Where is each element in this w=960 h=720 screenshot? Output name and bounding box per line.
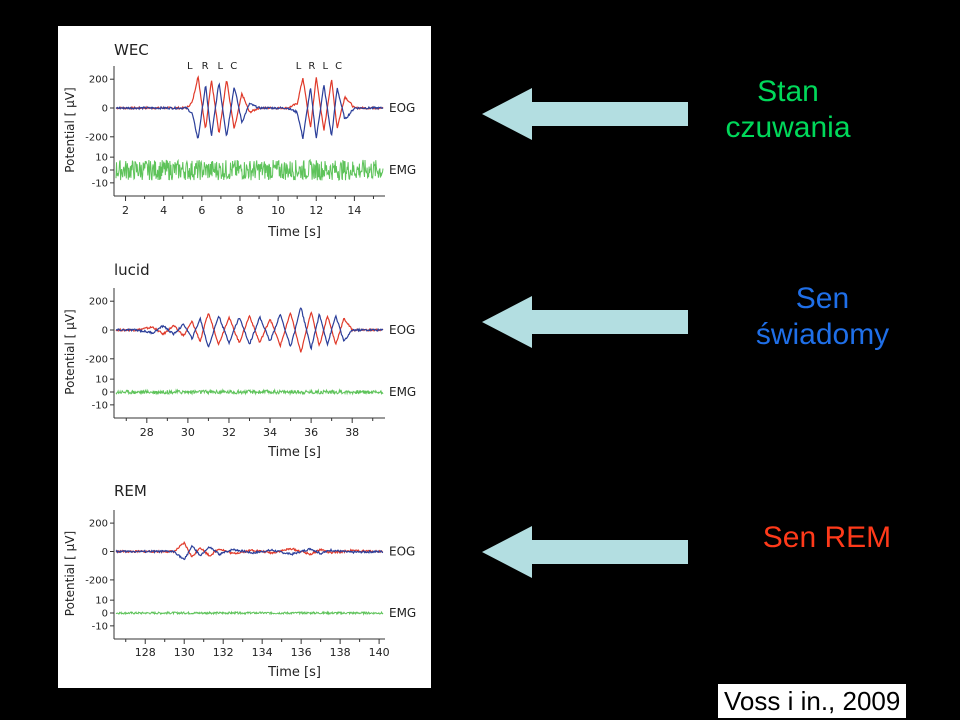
x-tick-label-0-3: 8 <box>236 204 243 217</box>
x-tick-label-2-5: 138 <box>330 646 351 659</box>
y-axis-label-2: Potential [ μV] <box>63 531 77 616</box>
eog-ytick-label-1-2: -200 <box>85 354 108 365</box>
eog-ytick-label-0-2: -200 <box>85 132 108 143</box>
y-axis-label-0: Potential [ μV] <box>63 87 77 172</box>
eye-mark-0-1: R <box>202 61 209 72</box>
eog-trace-1-1 <box>115 307 384 351</box>
eog-trace-0-1 <box>115 82 384 140</box>
x-tick-label-1-1: 30 <box>181 426 195 439</box>
eog-ytick-label-0-1: 0 <box>102 104 108 115</box>
x-tick-label-1-3: 34 <box>263 426 277 439</box>
channel-label-eog-2: EOG <box>389 545 415 559</box>
caption-wake-line1: Stan <box>757 75 819 108</box>
emg-ytick-label-2-1: 0 <box>102 609 108 620</box>
emg-ytick-label-0-1: 0 <box>102 166 108 177</box>
x-axis-label-2: Time [s] <box>267 665 321 680</box>
x-tick-label-1-5: 38 <box>345 426 359 439</box>
emg-ytick-label-0-0: 10 <box>95 153 108 164</box>
channel-label-emg-1: EMG <box>389 385 416 399</box>
emg-ytick-label-1-1: 0 <box>102 388 108 399</box>
channel-label-eog-0: EOG <box>389 101 415 115</box>
x-axis-label-0: Time [s] <box>267 225 321 240</box>
x-tick-label-2-2: 132 <box>213 646 234 659</box>
eye-mark-0-0: L <box>187 61 193 72</box>
eog-trace-2-1 <box>115 544 384 561</box>
x-tick-label-0-5: 12 <box>309 204 323 217</box>
caption-rem: Sen REM <box>762 521 892 554</box>
citation: Voss i in., 2009 <box>718 684 907 718</box>
emg-ytick-label-2-2: -10 <box>92 621 108 632</box>
eog-ytick-label-1-0: 200 <box>89 297 108 308</box>
x-tick-label-1-4: 36 <box>304 426 318 439</box>
x-tick-label-0-0: 2 <box>122 204 129 217</box>
eog-emg-figure: WEC 200 0 -200 10 0 -10 Potential [ μV] 2 4 6 8 10 12… <box>58 26 431 688</box>
caption-lucid-line1: Sen <box>795 282 850 315</box>
caption-lucid-line2: świadomy <box>755 318 890 351</box>
eog-ytick-label-1-1: 0 <box>102 326 108 337</box>
channel-label-emg-2: EMG <box>389 606 416 620</box>
arrow-left-lucid <box>482 296 688 348</box>
x-tick-label-0-4: 10 <box>271 204 285 217</box>
caption-lucid: Sen świadomy <box>730 281 915 353</box>
eye-mark-0-3: C <box>230 61 237 72</box>
panel-title-1: lucid <box>114 261 150 279</box>
emg-ytick-label-1-0: 10 <box>95 375 108 386</box>
eye-mark-0-6: L <box>322 61 328 72</box>
eye-mark-0-7: C <box>335 61 342 72</box>
eog-ytick-label-0-0: 200 <box>89 75 108 86</box>
eog-ytick-label-2-2: -200 <box>85 575 108 586</box>
channel-label-emg-0: EMG <box>389 163 416 177</box>
x-tick-label-2-3: 134 <box>252 646 273 659</box>
eog-trace-2-0 <box>115 540 384 558</box>
x-axis-label-1: Time [s] <box>267 445 321 460</box>
x-tick-label-1-0: 28 <box>140 426 154 439</box>
emg-ytick-label-2-0: 10 <box>95 596 108 607</box>
panel-title-2: REM <box>114 482 147 500</box>
eye-mark-0-4: L <box>296 61 302 72</box>
emg-trace-0 <box>115 158 384 181</box>
x-tick-label-0-6: 14 <box>347 204 361 217</box>
eog-ytick-label-2-0: 200 <box>89 519 108 530</box>
channel-label-eog-1: EOG <box>389 323 415 337</box>
x-tick-label-0-2: 6 <box>198 204 205 217</box>
x-tick-label-1-2: 32 <box>222 426 236 439</box>
emg-trace-2 <box>115 610 384 616</box>
caption-wake-line2: czuwania <box>725 111 851 144</box>
x-tick-label-0-1: 4 <box>160 204 167 217</box>
y-axis-label-1: Potential [ μV] <box>63 309 77 394</box>
arrow-left-wake <box>482 88 688 140</box>
eog-trace-1-0 <box>115 311 384 353</box>
x-tick-label-2-0: 128 <box>135 646 156 659</box>
emg-ytick-label-1-2: -10 <box>92 400 108 411</box>
panel-title-0: WEC <box>114 41 149 59</box>
x-tick-label-2-6: 140 <box>369 646 390 659</box>
eog-ytick-label-2-1: 0 <box>102 547 108 558</box>
eye-mark-0-2: L <box>218 61 224 72</box>
arrow-left-rem <box>482 526 688 578</box>
caption-wake: Stan czuwania <box>718 74 858 146</box>
emg-ytick-label-0-2: -10 <box>92 178 108 189</box>
x-tick-label-2-4: 136 <box>291 646 312 659</box>
x-tick-label-2-1: 130 <box>174 646 195 659</box>
eye-mark-0-5: R <box>308 61 315 72</box>
emg-trace-1 <box>115 388 384 396</box>
